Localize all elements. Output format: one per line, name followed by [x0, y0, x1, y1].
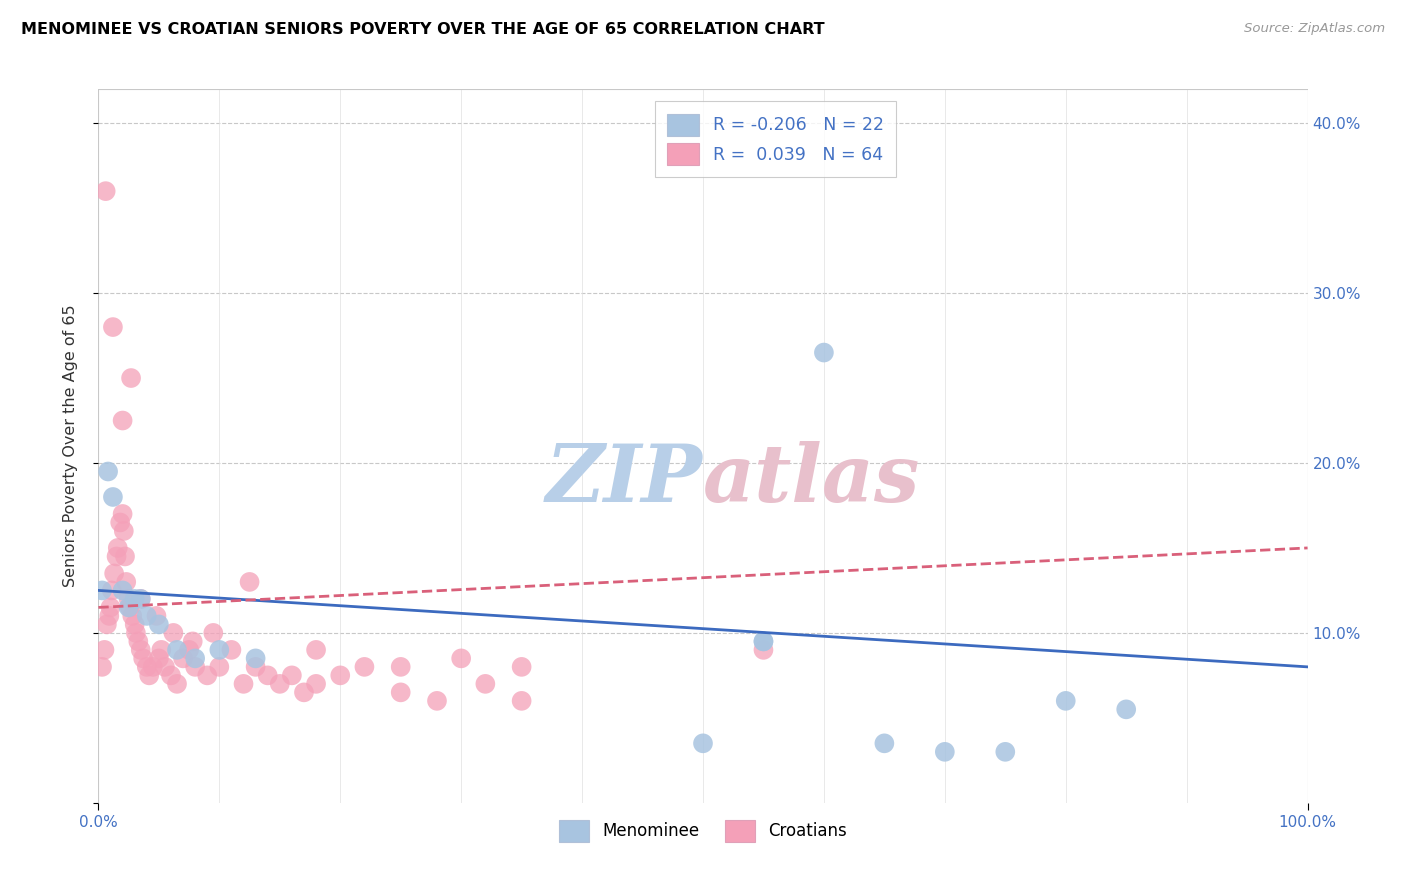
Point [153, 660, 176, 674]
Point [127, 634, 149, 648]
Point [692, 736, 714, 750]
Point [101, 490, 124, 504]
Point [752, 634, 775, 648]
Point [184, 651, 207, 665]
Point [105, 549, 128, 564]
Point [208, 660, 231, 674]
Point [166, 643, 188, 657]
Point [353, 660, 375, 674]
Point [100, 600, 122, 615]
Point [118, 600, 141, 615]
Point [510, 694, 533, 708]
Point [118, 600, 141, 615]
Point [120, 371, 142, 385]
Point [184, 660, 207, 674]
Point [142, 660, 165, 674]
Point [91, 583, 114, 598]
Point [93, 643, 115, 657]
Point [208, 643, 231, 657]
Text: MENOMINEE VS CROATIAN SENIORS POVERTY OVER THE AGE OF 65 CORRELATION CHART: MENOMINEE VS CROATIAN SENIORS POVERTY OV… [21, 22, 825, 37]
Point [112, 524, 135, 538]
Legend: Menominee, Croatians: Menominee, Croatians [550, 810, 856, 852]
Text: atlas: atlas [703, 442, 921, 519]
Point [148, 651, 170, 665]
Point [305, 643, 328, 657]
Point [172, 651, 194, 665]
Point [873, 736, 896, 750]
Point [221, 643, 243, 657]
Point [162, 626, 184, 640]
Point [450, 651, 472, 665]
Point [1054, 694, 1077, 708]
Point [129, 591, 152, 606]
Y-axis label: Seniors Poverty Over the Age of 65: Seniors Poverty Over the Age of 65 [63, 305, 77, 587]
Point [752, 643, 775, 657]
Point [181, 634, 204, 648]
Point [245, 651, 267, 665]
Point [108, 516, 131, 530]
Point [202, 626, 225, 640]
Point [111, 413, 134, 427]
Point [124, 617, 146, 632]
Point [239, 574, 262, 589]
Point [245, 660, 267, 674]
Point [129, 643, 152, 657]
Point [329, 668, 352, 682]
Point [195, 668, 218, 682]
Point [934, 745, 956, 759]
Point [281, 668, 304, 682]
Point [150, 643, 173, 657]
Point [179, 643, 201, 657]
Point [474, 677, 496, 691]
Point [121, 608, 143, 623]
Point [292, 685, 315, 699]
Point [232, 677, 254, 691]
Point [91, 660, 114, 674]
Point [101, 320, 124, 334]
Text: Source: ZipAtlas.com: Source: ZipAtlas.com [1244, 22, 1385, 36]
Point [98, 608, 121, 623]
Point [114, 549, 136, 564]
Point [813, 345, 835, 359]
Point [124, 591, 146, 606]
Point [135, 608, 157, 623]
Point [752, 634, 775, 648]
Point [129, 591, 152, 606]
Point [166, 677, 188, 691]
Point [145, 608, 167, 623]
Point [125, 626, 148, 640]
Point [97, 465, 120, 479]
Point [389, 685, 412, 699]
Point [107, 541, 129, 555]
Point [111, 583, 134, 598]
Point [103, 566, 125, 581]
Point [160, 668, 183, 682]
Text: ZIP: ZIP [546, 442, 703, 519]
Point [426, 694, 449, 708]
Point [305, 677, 328, 691]
Point [138, 668, 160, 682]
Point [111, 507, 134, 521]
Point [115, 574, 138, 589]
Point [994, 745, 1017, 759]
Point [96, 617, 118, 632]
Point [389, 660, 412, 674]
Point [118, 591, 141, 606]
Point [269, 677, 291, 691]
Point [148, 617, 170, 632]
Point [94, 184, 117, 198]
Point [132, 651, 155, 665]
Point [510, 660, 533, 674]
Point [135, 660, 157, 674]
Point [100, 583, 122, 598]
Point [1115, 702, 1137, 716]
Point [256, 668, 278, 682]
